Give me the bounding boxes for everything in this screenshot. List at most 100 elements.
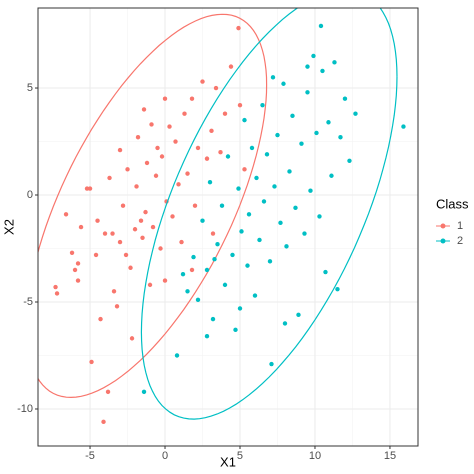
point: [72, 267, 78, 273]
point: [204, 156, 210, 161]
panel-border: [37, 7, 419, 447]
point: [185, 289, 190, 294]
point: [111, 289, 117, 294]
point: [162, 96, 168, 101]
point: [159, 154, 165, 159]
legend-label: 1: [457, 220, 463, 232]
point: [237, 102, 243, 108]
confidence-ellipse: [38, 13, 268, 399]
point: [75, 278, 81, 283]
y-axis-label: X2: [1, 219, 16, 235]
point: [132, 227, 138, 232]
point: [228, 64, 234, 69]
point: [245, 263, 250, 268]
point: [293, 205, 298, 211]
point: [180, 271, 186, 277]
point: [278, 220, 283, 226]
point: [401, 124, 406, 129]
point: [264, 152, 270, 157]
point: [311, 53, 316, 59]
point: [260, 102, 265, 108]
point: [128, 265, 133, 270]
point: [185, 171, 190, 176]
point: [222, 111, 228, 116]
point: [63, 212, 69, 217]
point: [261, 199, 267, 204]
point: [107, 175, 112, 181]
point: [102, 231, 108, 236]
point: [236, 186, 241, 191]
point: [176, 182, 181, 187]
point: [219, 203, 225, 208]
point: [296, 312, 301, 318]
point: [215, 242, 220, 247]
point: [210, 316, 216, 322]
point: [257, 237, 262, 243]
point: [155, 145, 160, 151]
point: [299, 141, 304, 146]
point: [353, 111, 358, 116]
point: [308, 188, 313, 193]
point: [242, 167, 247, 172]
point: [149, 122, 154, 127]
point: [347, 158, 352, 163]
point: [189, 96, 195, 101]
point: [138, 218, 144, 223]
point: [218, 150, 223, 155]
point: [275, 132, 280, 138]
y-tick-label: -10: [17, 403, 33, 415]
point: [320, 68, 325, 74]
point: [144, 160, 150, 166]
point: [207, 179, 213, 185]
point: [287, 169, 292, 174]
x-tick-label: 10: [309, 450, 321, 462]
y-tick-label: 5: [27, 82, 33, 94]
point: [134, 184, 139, 189]
point: [200, 218, 205, 223]
point: [53, 284, 58, 290]
point: [141, 107, 147, 112]
point: [212, 257, 217, 262]
point: [233, 327, 238, 333]
point: [189, 267, 195, 273]
point: [89, 359, 94, 365]
point: [192, 203, 198, 208]
point: [78, 224, 84, 230]
point: [101, 419, 106, 425]
point: [162, 278, 168, 283]
point: [225, 154, 231, 159]
point: [246, 212, 252, 217]
x-tick-label: 15: [384, 450, 396, 462]
point: [332, 60, 337, 65]
point: [114, 304, 120, 309]
point: [117, 147, 123, 153]
point: [318, 23, 324, 29]
point: [230, 252, 235, 258]
point: [270, 75, 276, 80]
point: [282, 321, 288, 326]
point: [195, 145, 201, 151]
point: [249, 145, 255, 151]
point: [69, 250, 75, 255]
point: [254, 175, 259, 181]
point: [204, 334, 210, 339]
point: [125, 167, 130, 172]
point: [158, 246, 163, 251]
y-tick-label: -5: [23, 296, 33, 308]
legend-title: Class: [436, 196, 469, 211]
point: [173, 139, 178, 144]
point: [242, 117, 247, 123]
point: [174, 353, 180, 358]
point: [314, 130, 319, 136]
point: [222, 282, 228, 288]
point: [252, 293, 258, 298]
point: [267, 259, 273, 264]
point: [269, 361, 274, 367]
point: [123, 252, 129, 258]
point: [150, 224, 156, 230]
point: [239, 229, 244, 234]
point: [179, 239, 184, 245]
point: [93, 252, 99, 258]
point: [237, 306, 243, 311]
point: [302, 231, 307, 236]
